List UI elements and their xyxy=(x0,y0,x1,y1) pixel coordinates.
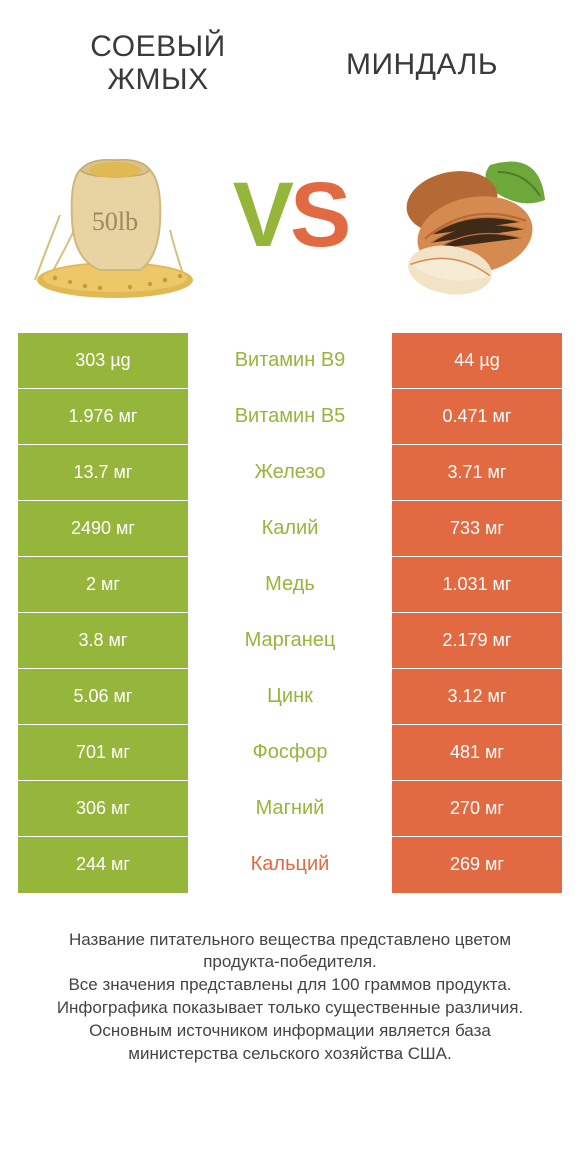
legend-line: Все значения представлены для 100 граммо… xyxy=(38,974,542,997)
table-row: 5.06 мгЦинк3.12 мг xyxy=(18,669,562,725)
nutrient-label: Марганец xyxy=(188,613,392,669)
left-value: 2490 мг xyxy=(18,501,188,557)
legend-line: Название питательного вещества представл… xyxy=(38,929,542,975)
legend-line: Основным источником информации является … xyxy=(38,1020,542,1066)
table-row: 1.976 мгВитамин B50.471 мг xyxy=(18,389,562,445)
nutrient-label: Калий xyxy=(188,501,392,557)
left-value: 306 мг xyxy=(18,781,188,837)
soy-meal-icon: 50lb xyxy=(30,130,200,300)
table-row: 13.7 мгЖелезо3.71 мг xyxy=(18,445,562,501)
legend-line: Инфографика показывает только существенн… xyxy=(38,997,542,1020)
right-value: 44 µg xyxy=(392,333,562,389)
left-value: 244 мг xyxy=(18,837,188,893)
right-value: 270 мг xyxy=(392,781,562,837)
nutrient-label: Цинк xyxy=(188,669,392,725)
right-value: 2.179 мг xyxy=(392,613,562,669)
nutrient-label: Железо xyxy=(188,445,392,501)
right-value: 733 мг xyxy=(392,501,562,557)
right-value: 1.031 мг xyxy=(392,557,562,613)
right-value: 269 мг xyxy=(392,837,562,893)
left-value: 2 мг xyxy=(18,557,188,613)
infographic-root: СОЕВЫЙ ЖМЫХ МИНДАЛЬ xyxy=(0,0,580,1174)
right-value: 3.12 мг xyxy=(392,669,562,725)
table-row: 306 мгМагний270 мг xyxy=(18,781,562,837)
vs-v: V xyxy=(233,164,290,266)
table-row: 701 мгФосфор481 мг xyxy=(18,725,562,781)
table-row: 2 мгМедь1.031 мг xyxy=(18,557,562,613)
table-row: 3.8 мгМарганец2.179 мг xyxy=(18,613,562,669)
nutrient-label: Фосфор xyxy=(188,725,392,781)
nutrient-label: Медь xyxy=(188,557,392,613)
left-value: 303 µg xyxy=(18,333,188,389)
left-value: 701 мг xyxy=(18,725,188,781)
left-value: 13.7 мг xyxy=(18,445,188,501)
almond-icon xyxy=(380,130,550,300)
header-titles: СОЕВЫЙ ЖМЫХ МИНДАЛЬ xyxy=(18,30,562,96)
left-value: 5.06 мг xyxy=(18,669,188,725)
vs-s: S xyxy=(290,164,347,266)
nutrient-label: Кальций xyxy=(188,837,392,893)
nutrient-label: Витамин B9 xyxy=(188,333,392,389)
nutrient-label: Магний xyxy=(188,781,392,837)
right-value: 481 мг xyxy=(392,725,562,781)
table-row: 2490 мгКалий733 мг xyxy=(18,501,562,557)
right-value: 3.71 мг xyxy=(392,445,562,501)
legend-block: Название питательного вещества представл… xyxy=(18,929,562,1067)
sack-label-text: 50lb xyxy=(92,207,138,236)
comparison-table: 303 µgВитамин B944 µg1.976 мгВитамин B50… xyxy=(18,332,562,893)
table-row: 303 µgВитамин B944 µg xyxy=(18,333,562,389)
table-row: 244 мгКальций269 мг xyxy=(18,837,562,893)
left-value: 3.8 мг xyxy=(18,613,188,669)
nutrient-label: Витамин B5 xyxy=(188,389,392,445)
left-value: 1.976 мг xyxy=(18,389,188,445)
product-right-title: МИНДАЛЬ xyxy=(302,30,542,81)
vs-row: 50lb VS xyxy=(18,96,562,326)
right-value: 0.471 мг xyxy=(392,389,562,445)
product-left-title: СОЕВЫЙ ЖМЫХ xyxy=(38,30,278,96)
vs-label: VS xyxy=(233,169,348,261)
